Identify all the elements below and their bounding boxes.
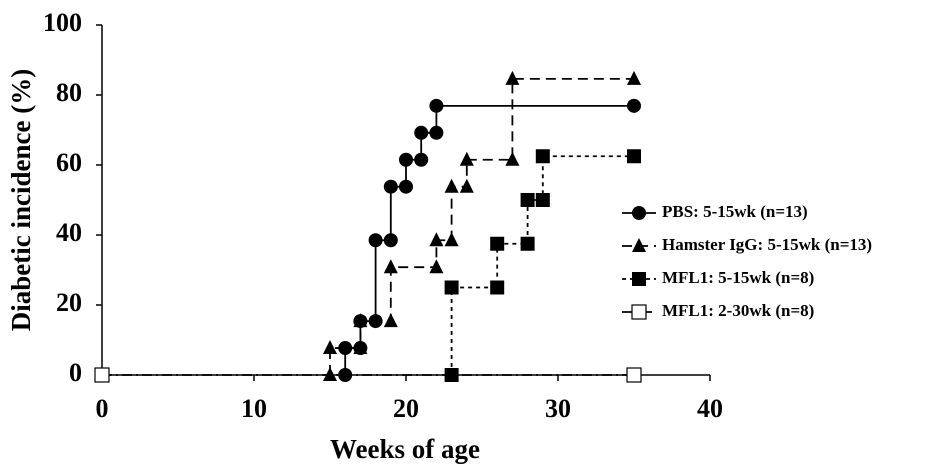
data-point — [459, 151, 474, 166]
data-point — [505, 151, 520, 166]
data-point — [444, 280, 459, 295]
data-point — [505, 70, 520, 85]
data-point — [444, 178, 459, 193]
data-point — [520, 236, 535, 251]
data-point — [414, 152, 429, 167]
data-point — [383, 313, 398, 328]
y-tick-label: 0 — [69, 358, 82, 387]
data-point — [353, 340, 368, 355]
legend-marker — [632, 238, 646, 252]
data-point — [383, 233, 398, 248]
data-point — [459, 178, 474, 193]
data-point — [520, 193, 535, 207]
data-point — [399, 152, 413, 167]
legend-marker — [632, 206, 646, 220]
data-point — [323, 367, 337, 381]
data-point — [535, 193, 550, 207]
x-tick-label: 10 — [241, 394, 267, 423]
y-tick-label: 60 — [56, 148, 82, 177]
legend-label: MFL1: 2-30wk (n=8) — [662, 301, 814, 320]
data-point — [627, 98, 641, 113]
data-point — [399, 179, 413, 194]
data-point — [383, 259, 398, 274]
legend-marker — [632, 272, 646, 286]
x-tick-label: 40 — [697, 394, 723, 423]
y-tick-label: 40 — [56, 218, 82, 247]
y-axis-title: Diabetic incidence (%) — [6, 69, 36, 331]
data-point — [444, 232, 459, 247]
series-line — [329, 78, 634, 375]
data-point — [490, 280, 505, 295]
x-tick-label: 0 — [96, 394, 109, 423]
data-point — [414, 125, 429, 140]
legend-marker — [631, 304, 647, 320]
data-point — [94, 367, 110, 383]
data-point — [323, 340, 337, 355]
y-tick-label: 80 — [56, 78, 82, 107]
data-point — [368, 233, 383, 248]
data-point — [429, 125, 444, 140]
data-point — [429, 98, 444, 113]
data-point — [490, 236, 505, 251]
y-tick-label: 20 — [56, 288, 82, 317]
data-point — [535, 149, 550, 164]
data-point — [627, 149, 641, 164]
legend-label: PBS: 5-15wk (n=13) — [662, 202, 808, 221]
y-tick-label: 100 — [43, 8, 82, 37]
series-line — [450, 155, 634, 375]
data-point — [429, 232, 444, 247]
legend-label: Hamster IgG: 5-15wk (n=13) — [662, 235, 872, 254]
data-point — [338, 341, 353, 356]
data-point — [383, 179, 398, 194]
legend-label: MFL1: 5-15wk (n=8) — [662, 268, 814, 287]
x-tick-label: 20 — [393, 394, 419, 423]
data-point — [429, 259, 444, 274]
data-point — [626, 367, 642, 383]
x-axis-title: Weeks of age — [330, 434, 480, 464]
data-point — [353, 313, 368, 328]
data-point — [627, 70, 641, 85]
x-tick-label: 30 — [545, 394, 571, 423]
